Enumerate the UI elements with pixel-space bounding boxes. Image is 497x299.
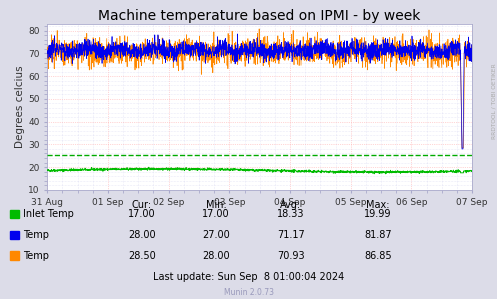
Text: Max:: Max:: [366, 200, 390, 210]
Text: Munin 2.0.73: Munin 2.0.73: [224, 288, 273, 297]
Text: 19.99: 19.99: [364, 209, 392, 219]
Text: 28.00: 28.00: [128, 230, 156, 240]
Text: 28.50: 28.50: [128, 251, 156, 261]
Text: 28.00: 28.00: [202, 251, 230, 261]
Text: Min:: Min:: [206, 200, 227, 210]
Text: 17.00: 17.00: [202, 209, 230, 219]
Text: Inlet Temp: Inlet Temp: [23, 209, 74, 219]
Text: 70.93: 70.93: [277, 251, 305, 261]
Title: Machine temperature based on IPMI - by week: Machine temperature based on IPMI - by w…: [98, 9, 421, 23]
Y-axis label: Degrees celcius: Degrees celcius: [15, 65, 25, 148]
Text: 71.17: 71.17: [277, 230, 305, 240]
Text: Avg:: Avg:: [280, 200, 301, 210]
Text: 18.33: 18.33: [277, 209, 305, 219]
Text: Temp: Temp: [23, 251, 49, 261]
Text: 81.87: 81.87: [364, 230, 392, 240]
Text: Last update: Sun Sep  8 01:00:04 2024: Last update: Sun Sep 8 01:00:04 2024: [153, 271, 344, 282]
Text: RRDTOOL / TOBI OETIKER: RRDTOOL / TOBI OETIKER: [491, 64, 496, 139]
Text: 86.85: 86.85: [364, 251, 392, 261]
Text: 17.00: 17.00: [128, 209, 156, 219]
Text: Cur:: Cur:: [132, 200, 152, 210]
Text: 27.00: 27.00: [202, 230, 230, 240]
Text: Temp: Temp: [23, 230, 49, 240]
